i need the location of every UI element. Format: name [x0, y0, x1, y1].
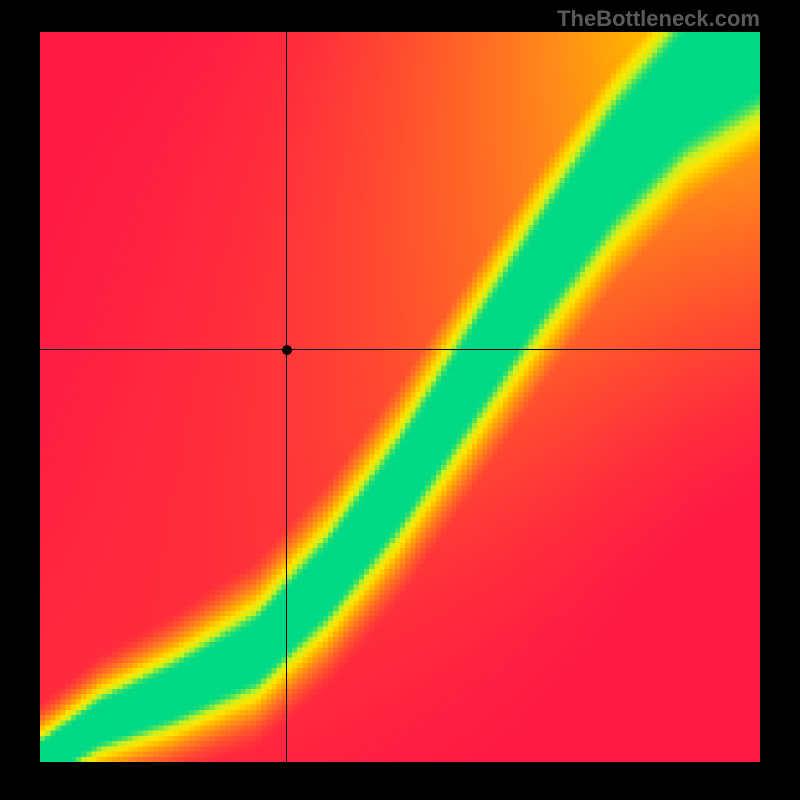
heatmap-plot	[40, 32, 760, 762]
heatmap-canvas	[40, 32, 760, 762]
crosshair-horizontal	[40, 349, 760, 350]
crosshair-vertical	[286, 32, 287, 762]
watermark-text: TheBottleneck.com	[557, 6, 760, 32]
crosshair-marker	[282, 345, 292, 355]
